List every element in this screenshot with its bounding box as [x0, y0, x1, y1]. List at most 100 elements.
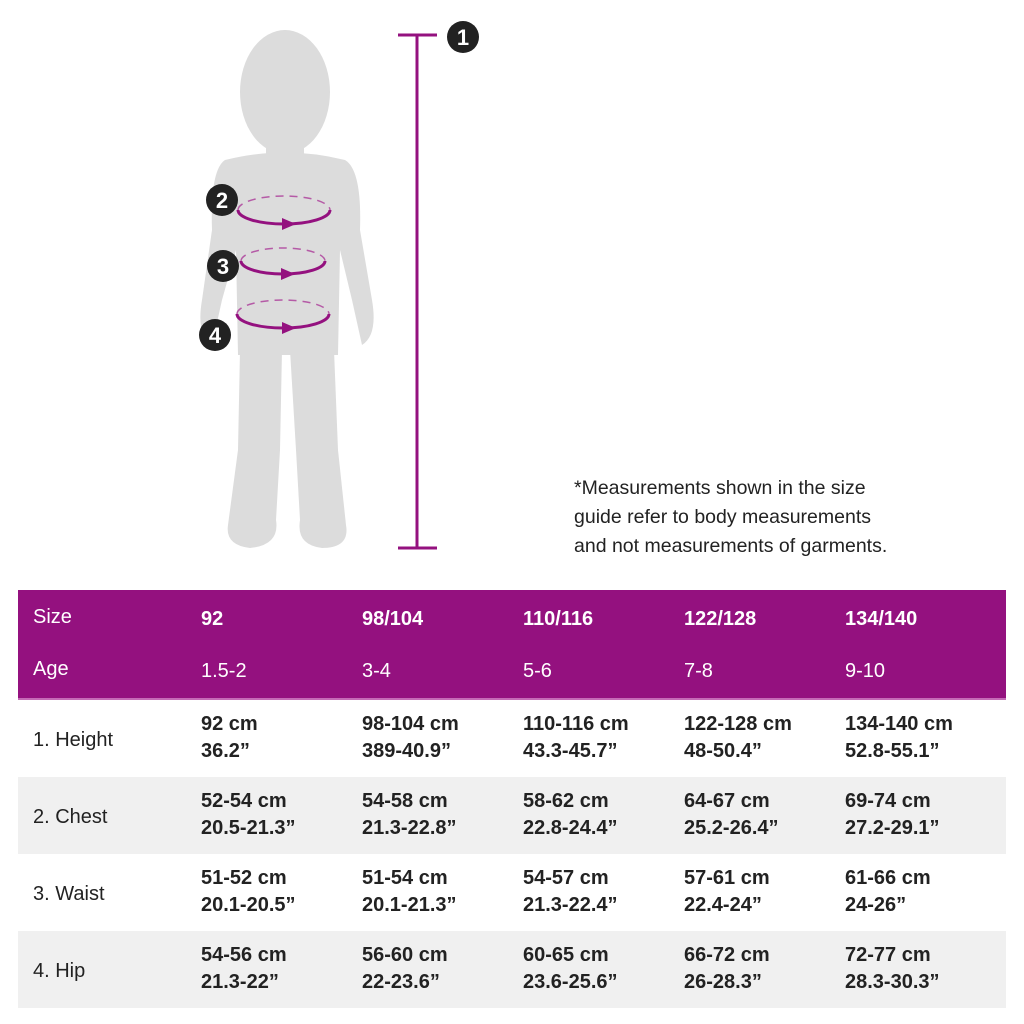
measurement-cell: 64-67 cm 25.2-26.4” — [684, 788, 779, 842]
size-value: 134/140 — [845, 608, 918, 630]
measurement-cell: 61-66 cm 24-26” — [845, 865, 931, 919]
measurement-note: *Measurements shown in the size guide re… — [574, 474, 887, 561]
age-value: 3-4 — [362, 660, 391, 682]
badge-4: 4 — [199, 319, 231, 351]
age-value: 9-10 — [845, 660, 886, 682]
measurement-cell: 69-74 cm 27.2-29.1” — [845, 788, 940, 842]
inch-value: 22.4-24” — [684, 894, 762, 916]
cm-value: 54-57 cm — [523, 867, 609, 889]
inch-value: 21.3-22.4” — [523, 894, 618, 916]
svg-text:4: 4 — [209, 323, 222, 348]
measurement-cell: 98-104 cm 389-40.9” — [362, 711, 459, 765]
inch-value: 24-26” — [845, 894, 907, 916]
inch-value: 22-23.6” — [362, 971, 440, 993]
inch-value: 389-40.9” — [362, 740, 451, 762]
waist-measure-loop-icon — [239, 247, 327, 280]
size-value: 92 — [201, 608, 224, 630]
row-label: 3. Waist — [33, 883, 105, 905]
cm-value: 92 cm — [201, 713, 258, 735]
cm-value: 52-54 cm — [201, 790, 287, 812]
inch-value: 26-28.3” — [684, 971, 762, 993]
measurement-cell: 58-62 cm 22.8-24.4” — [523, 788, 618, 842]
measurement-cell: 51-54 cm 20.1-21.3” — [362, 865, 457, 919]
inch-value: 20.1-20.5” — [201, 894, 296, 916]
measurement-cell: 54-56 cm 21.3-22” — [201, 942, 287, 996]
inch-value: 27.2-29.1” — [845, 817, 940, 839]
inch-value: 22.8-24.4” — [523, 817, 618, 839]
row-label: 1. Height — [33, 729, 114, 751]
table-row: 2. Chest 52-54 cm 20.5-21.3” 54-58 cm 21.3-2… — [18, 777, 1006, 854]
measurement-cell: 54-57 cm 21.3-22.4” — [523, 865, 618, 919]
badge-2: 2 — [206, 184, 238, 216]
note-line: guide refer to body measurements — [574, 506, 871, 528]
inch-value: 43.3-45.7” — [523, 740, 618, 762]
cm-value: 69-74 cm — [845, 790, 931, 812]
measurement-cell: 66-72 cm 26-28.3” — [684, 942, 770, 996]
cm-value: 51-52 cm — [201, 867, 287, 889]
age-label: Age — [33, 658, 69, 680]
cm-value: 51-54 cm — [362, 867, 448, 889]
measurement-cell: 110-116 cm 43.3-45.7” — [523, 711, 629, 765]
cm-value: 98-104 cm — [362, 713, 459, 735]
cm-value: 110-116 cm — [523, 713, 629, 735]
inch-value: 21.3-22.8” — [362, 817, 457, 839]
inch-value: 23.6-25.6” — [523, 971, 618, 993]
table-row: 3. Waist 51-52 cm 20.1-20.5” 51-54 cm 20.1-2… — [18, 854, 1006, 931]
table-header: Size Age 92 1.5-2 98/104 3-4 110/116 5-6 122/1… — [18, 590, 1006, 700]
measurement-cell: 51-52 cm 20.1-20.5” — [201, 865, 296, 919]
size-table: Size Age 92 1.5-2 98/104 3-4 110/116 5-6 122/1… — [18, 590, 1006, 1008]
cm-value: 64-67 cm — [684, 790, 770, 812]
inch-value: 52.8-55.1” — [845, 740, 940, 762]
inch-value: 25.2-26.4” — [684, 817, 779, 839]
measurement-cell: 54-58 cm 21.3-22.8” — [362, 788, 457, 842]
measurement-cell: 72-77 cm 28.3-30.3” — [845, 942, 940, 996]
measurement-cell: 92 cm 36.2” — [201, 711, 258, 765]
measurement-cell: 52-54 cm 20.5-21.3” — [201, 788, 296, 842]
inch-value: 20.1-21.3” — [362, 894, 457, 916]
table-row: 1. Height 92 cm 36.2” 98-104 cm 389-40.9” 110… — [18, 700, 1006, 777]
cm-value: 61-66 cm — [845, 867, 931, 889]
row-label: 4. Hip — [33, 960, 86, 982]
note-line: and not measurements of garments. — [574, 535, 888, 557]
age-value: 5-6 — [523, 660, 552, 682]
inch-value: 21.3-22” — [201, 971, 279, 993]
cm-value: 72-77 cm — [845, 944, 931, 966]
inch-value: 28.3-30.3” — [845, 971, 940, 993]
cm-value: 122-128 cm — [684, 713, 792, 735]
size-value: 110/116 — [523, 608, 594, 630]
svg-text:3: 3 — [217, 254, 229, 279]
inch-value: 36.2” — [201, 740, 250, 762]
measurement-cell: 60-65 cm 23.6-25.6” — [523, 942, 618, 996]
size-value: 98/104 — [362, 608, 424, 630]
row-label: 2. Chest — [33, 806, 108, 828]
measurement-figure: 1 2 3 4 — [199, 21, 479, 550]
child-silhouette-icon — [200, 30, 374, 548]
size-value: 122/128 — [684, 608, 757, 630]
inch-value: 20.5-21.3” — [201, 817, 296, 839]
cm-value: 58-62 cm — [523, 790, 609, 812]
note-line: *Measurements shown in the size — [574, 477, 866, 499]
height-measure-bar-icon — [398, 33, 437, 550]
cm-value: 60-65 cm — [523, 944, 609, 966]
badge-1: 1 — [447, 21, 479, 53]
svg-text:1: 1 — [457, 25, 469, 50]
measurement-cell: 57-61 cm 22.4-24” — [684, 865, 770, 919]
measurement-cell: 56-60 cm 22-23.6” — [362, 942, 448, 996]
inch-value: 48-50.4” — [684, 740, 762, 762]
hip-measure-loop-icon — [235, 299, 331, 334]
chest-measure-loop-icon — [236, 195, 332, 230]
cm-value: 54-58 cm — [362, 790, 448, 812]
badge-3: 3 — [207, 250, 239, 282]
age-value: 1.5-2 — [201, 660, 247, 682]
table-row: 4. Hip 54-56 cm 21.3-22” 56-60 cm 22-23.6” 60… — [18, 931, 1006, 1008]
measurement-cell: 134-140 cm 52.8-55.1” — [845, 711, 953, 765]
age-value: 7-8 — [684, 660, 713, 682]
cm-value: 56-60 cm — [362, 944, 448, 966]
cm-value: 57-61 cm — [684, 867, 770, 889]
svg-text:2: 2 — [216, 188, 228, 213]
measurement-cell: 122-128 cm 48-50.4” — [684, 711, 792, 765]
size-label: Size — [33, 606, 72, 628]
cm-value: 134-140 cm — [845, 713, 953, 735]
cm-value: 54-56 cm — [201, 944, 287, 966]
cm-value: 66-72 cm — [684, 944, 770, 966]
